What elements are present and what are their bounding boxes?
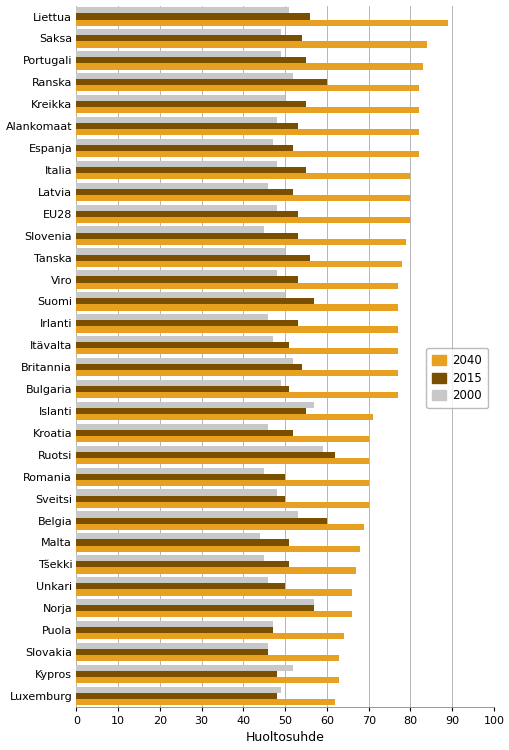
Bar: [76, 496, 285, 502]
Bar: [76, 430, 293, 436]
Bar: [76, 205, 276, 211]
Bar: [76, 358, 293, 364]
Bar: [76, 386, 289, 392]
Bar: [76, 555, 264, 561]
Bar: [76, 314, 268, 320]
Bar: [76, 35, 301, 41]
Bar: [76, 611, 351, 617]
X-axis label: Huoltosuhde: Huoltosuhde: [245, 731, 324, 745]
Bar: [76, 533, 260, 539]
Bar: [76, 238, 406, 245]
Bar: [76, 336, 272, 342]
Bar: [76, 57, 305, 64]
Bar: [76, 342, 289, 348]
Bar: [76, 326, 397, 332]
Bar: [76, 452, 334, 458]
Bar: [76, 649, 268, 656]
Bar: [76, 408, 305, 414]
Bar: [76, 671, 276, 677]
Bar: [76, 292, 285, 298]
Bar: [76, 414, 372, 420]
Bar: [76, 304, 397, 310]
Bar: [76, 474, 285, 480]
Bar: [76, 480, 368, 486]
Bar: [76, 633, 343, 639]
Bar: [76, 370, 397, 376]
Bar: [76, 436, 368, 442]
Bar: [76, 189, 293, 195]
Bar: [76, 502, 368, 508]
Bar: [76, 41, 427, 48]
Bar: [76, 687, 280, 693]
Bar: [76, 643, 268, 649]
Bar: [76, 226, 264, 232]
Bar: [76, 693, 276, 699]
Bar: [76, 123, 297, 129]
Bar: [76, 248, 285, 254]
Bar: [76, 627, 272, 633]
Bar: [76, 139, 272, 145]
Bar: [76, 107, 418, 113]
Bar: [76, 166, 305, 173]
Bar: [76, 348, 397, 355]
Bar: [76, 656, 339, 662]
Bar: [76, 283, 397, 289]
Bar: [76, 20, 447, 26]
Bar: [76, 545, 359, 552]
Bar: [76, 13, 309, 20]
Bar: [76, 524, 364, 530]
Legend: 2040, 2015, 2000: 2040, 2015, 2000: [426, 348, 487, 408]
Bar: [76, 95, 285, 101]
Bar: [76, 320, 297, 326]
Bar: [76, 467, 264, 474]
Bar: [76, 539, 289, 545]
Bar: [76, 254, 309, 261]
Bar: [76, 232, 297, 238]
Bar: [76, 446, 322, 452]
Bar: [76, 270, 276, 277]
Bar: [76, 584, 285, 590]
Bar: [76, 173, 410, 179]
Bar: [76, 86, 418, 92]
Bar: [76, 512, 297, 518]
Bar: [76, 664, 293, 671]
Bar: [76, 699, 334, 705]
Bar: [76, 183, 268, 189]
Bar: [76, 160, 276, 166]
Bar: [76, 561, 289, 568]
Bar: [76, 605, 314, 611]
Bar: [76, 145, 293, 151]
Bar: [76, 590, 351, 596]
Bar: [76, 599, 314, 605]
Bar: [76, 380, 280, 386]
Bar: [76, 29, 280, 35]
Bar: [76, 217, 410, 223]
Bar: [76, 80, 326, 86]
Bar: [76, 211, 297, 217]
Bar: [76, 568, 355, 574]
Bar: [76, 51, 280, 57]
Bar: [76, 101, 305, 107]
Bar: [76, 8, 289, 14]
Bar: [76, 402, 314, 408]
Bar: [76, 261, 401, 267]
Bar: [76, 277, 297, 283]
Bar: [76, 392, 397, 398]
Bar: [76, 518, 326, 524]
Bar: [76, 677, 339, 683]
Bar: [76, 621, 272, 627]
Bar: [76, 151, 418, 157]
Bar: [76, 424, 268, 430]
Bar: [76, 195, 410, 201]
Bar: [76, 364, 301, 370]
Bar: [76, 64, 422, 70]
Bar: [76, 73, 293, 80]
Bar: [76, 577, 268, 584]
Bar: [76, 298, 314, 304]
Bar: [76, 490, 276, 496]
Bar: [76, 129, 418, 135]
Bar: [76, 458, 368, 464]
Bar: [76, 117, 276, 123]
